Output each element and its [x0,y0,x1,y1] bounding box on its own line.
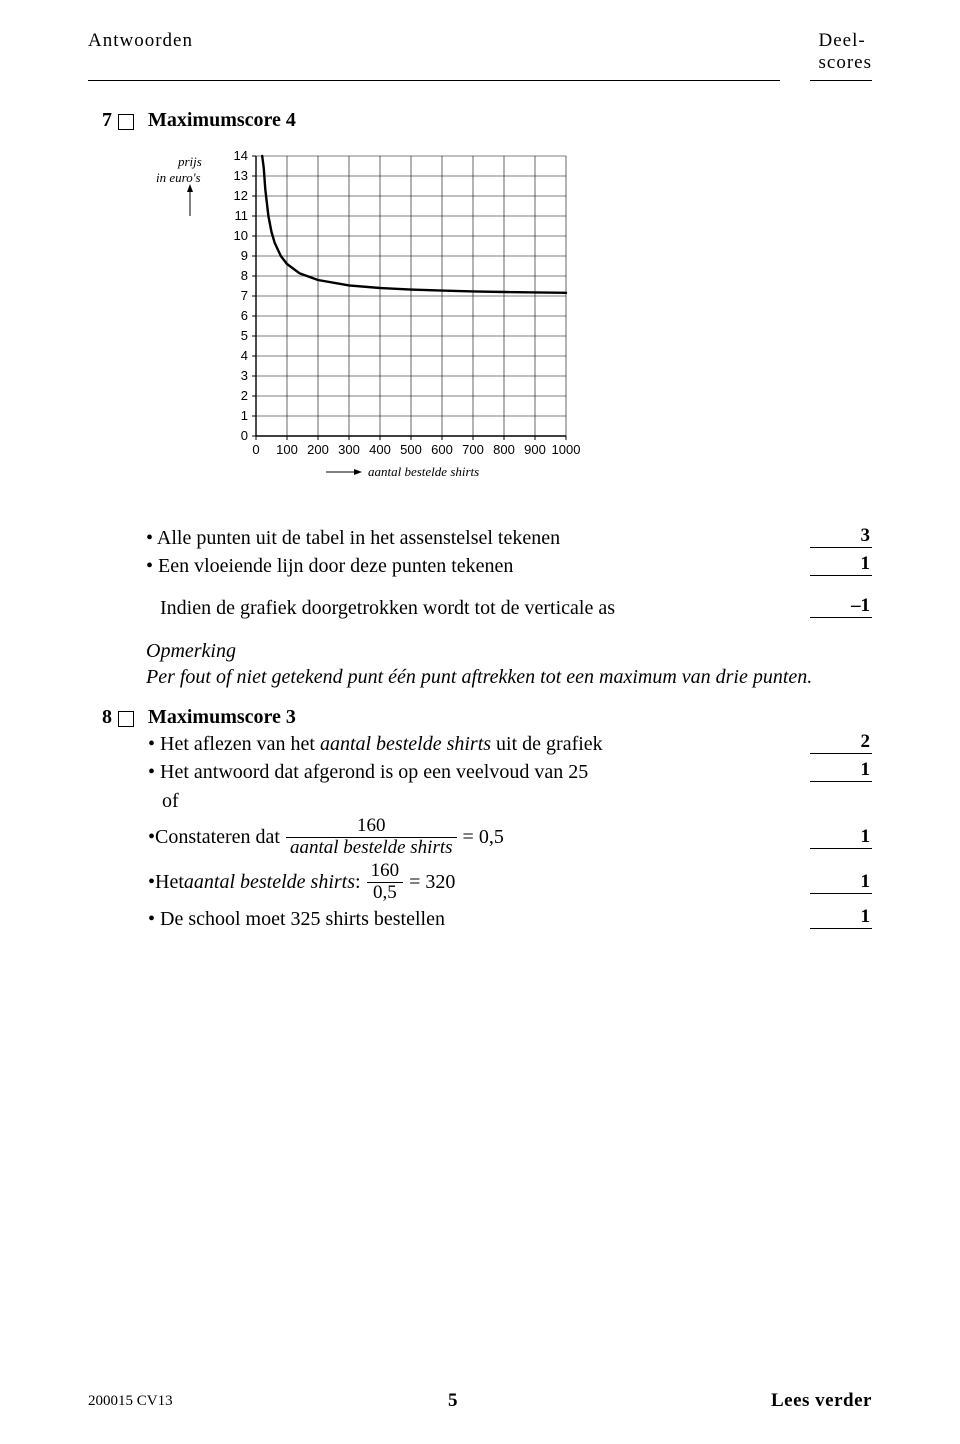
q8-number: 8 [88,706,112,729]
q7-bullet-2: Een vloeiende lijn door deze punten teke… [146,553,790,579]
q8-score-1: 2 [810,731,872,753]
svg-text:prijs: prijs [177,154,202,169]
q7-maxscore: Maximumscore 4 [148,109,872,132]
svg-text:600: 600 [431,442,453,457]
svg-text:500: 500 [400,442,422,457]
q7-penalty-score: –1 [810,595,872,617]
q7-chart: 0123456789101112131401002003004005006007… [146,142,872,507]
q8-line5: De school moet 325 shirts bestellen [148,906,790,932]
q7-penalty-text: Indien de grafiek doorgetrokken wordt to… [146,595,790,621]
svg-text:0: 0 [252,442,259,457]
q8-score-3: 1 [810,826,872,848]
svg-text:8: 8 [241,268,248,283]
svg-text:400: 400 [369,442,391,457]
q8-line2: Het antwoord dat afgerond is op een veel… [148,759,790,785]
q7-score-2: 1 [810,553,872,575]
svg-text:4: 4 [241,348,248,363]
q8-maxscore: Maximumscore 3 [148,706,872,729]
svg-text:14: 14 [234,148,248,163]
footer-left: 200015 CV13 [88,1393,173,1410]
svg-text:900: 900 [524,442,546,457]
q8-line3: Constateren dat 160 aantal bestelde shir… [148,816,790,859]
q8-checkbox [118,711,134,727]
svg-text:3: 3 [241,368,248,383]
q8-of: of [148,788,790,814]
svg-text:11: 11 [235,208,249,223]
svg-text:5: 5 [241,328,248,343]
footer-right: Lees verder [733,1390,872,1412]
header-right-2: scores [819,52,872,74]
header-left: Antwoorden [88,30,193,52]
svg-text:10: 10 [234,228,248,243]
svg-text:in euro's: in euro's [156,170,201,185]
q8-line1: Het aflezen van het aantal bestelde shir… [148,731,790,757]
footer-center: 5 [448,1390,458,1412]
svg-text:aantal bestelde shirts: aantal bestelde shirts [368,464,479,479]
svg-text:6: 6 [241,308,248,323]
svg-text:700: 700 [462,442,484,457]
svg-text:100: 100 [276,442,298,457]
svg-text:1000: 1000 [552,442,581,457]
header-right-1: Deel- [819,30,872,52]
q7-remark-body: Per fout of niet getekend punt één punt … [146,664,872,690]
q7-score-1: 3 [810,525,872,547]
q7-bullet-1: Alle punten uit de tabel in het assenste… [146,525,790,551]
svg-text:13: 13 [234,168,248,183]
svg-text:12: 12 [234,188,248,203]
svg-text:800: 800 [493,442,515,457]
svg-text:2: 2 [241,388,248,403]
svg-text:200: 200 [307,442,329,457]
q8-line4: Het aantal bestelde shirts: 160 0,5 = 32… [148,861,790,904]
q8-score-4: 1 [810,871,872,893]
q8-score-5: 1 [810,906,872,928]
q7-remark-title: Opmerking [146,638,872,664]
svg-text:1: 1 [241,408,248,423]
q7-checkbox [118,114,134,130]
svg-text:0: 0 [241,428,248,443]
svg-text:9: 9 [241,248,248,263]
q8-score-2: 1 [810,759,872,781]
q7-number: 7 [88,109,112,132]
svg-text:300: 300 [338,442,360,457]
svg-text:7: 7 [241,288,248,303]
